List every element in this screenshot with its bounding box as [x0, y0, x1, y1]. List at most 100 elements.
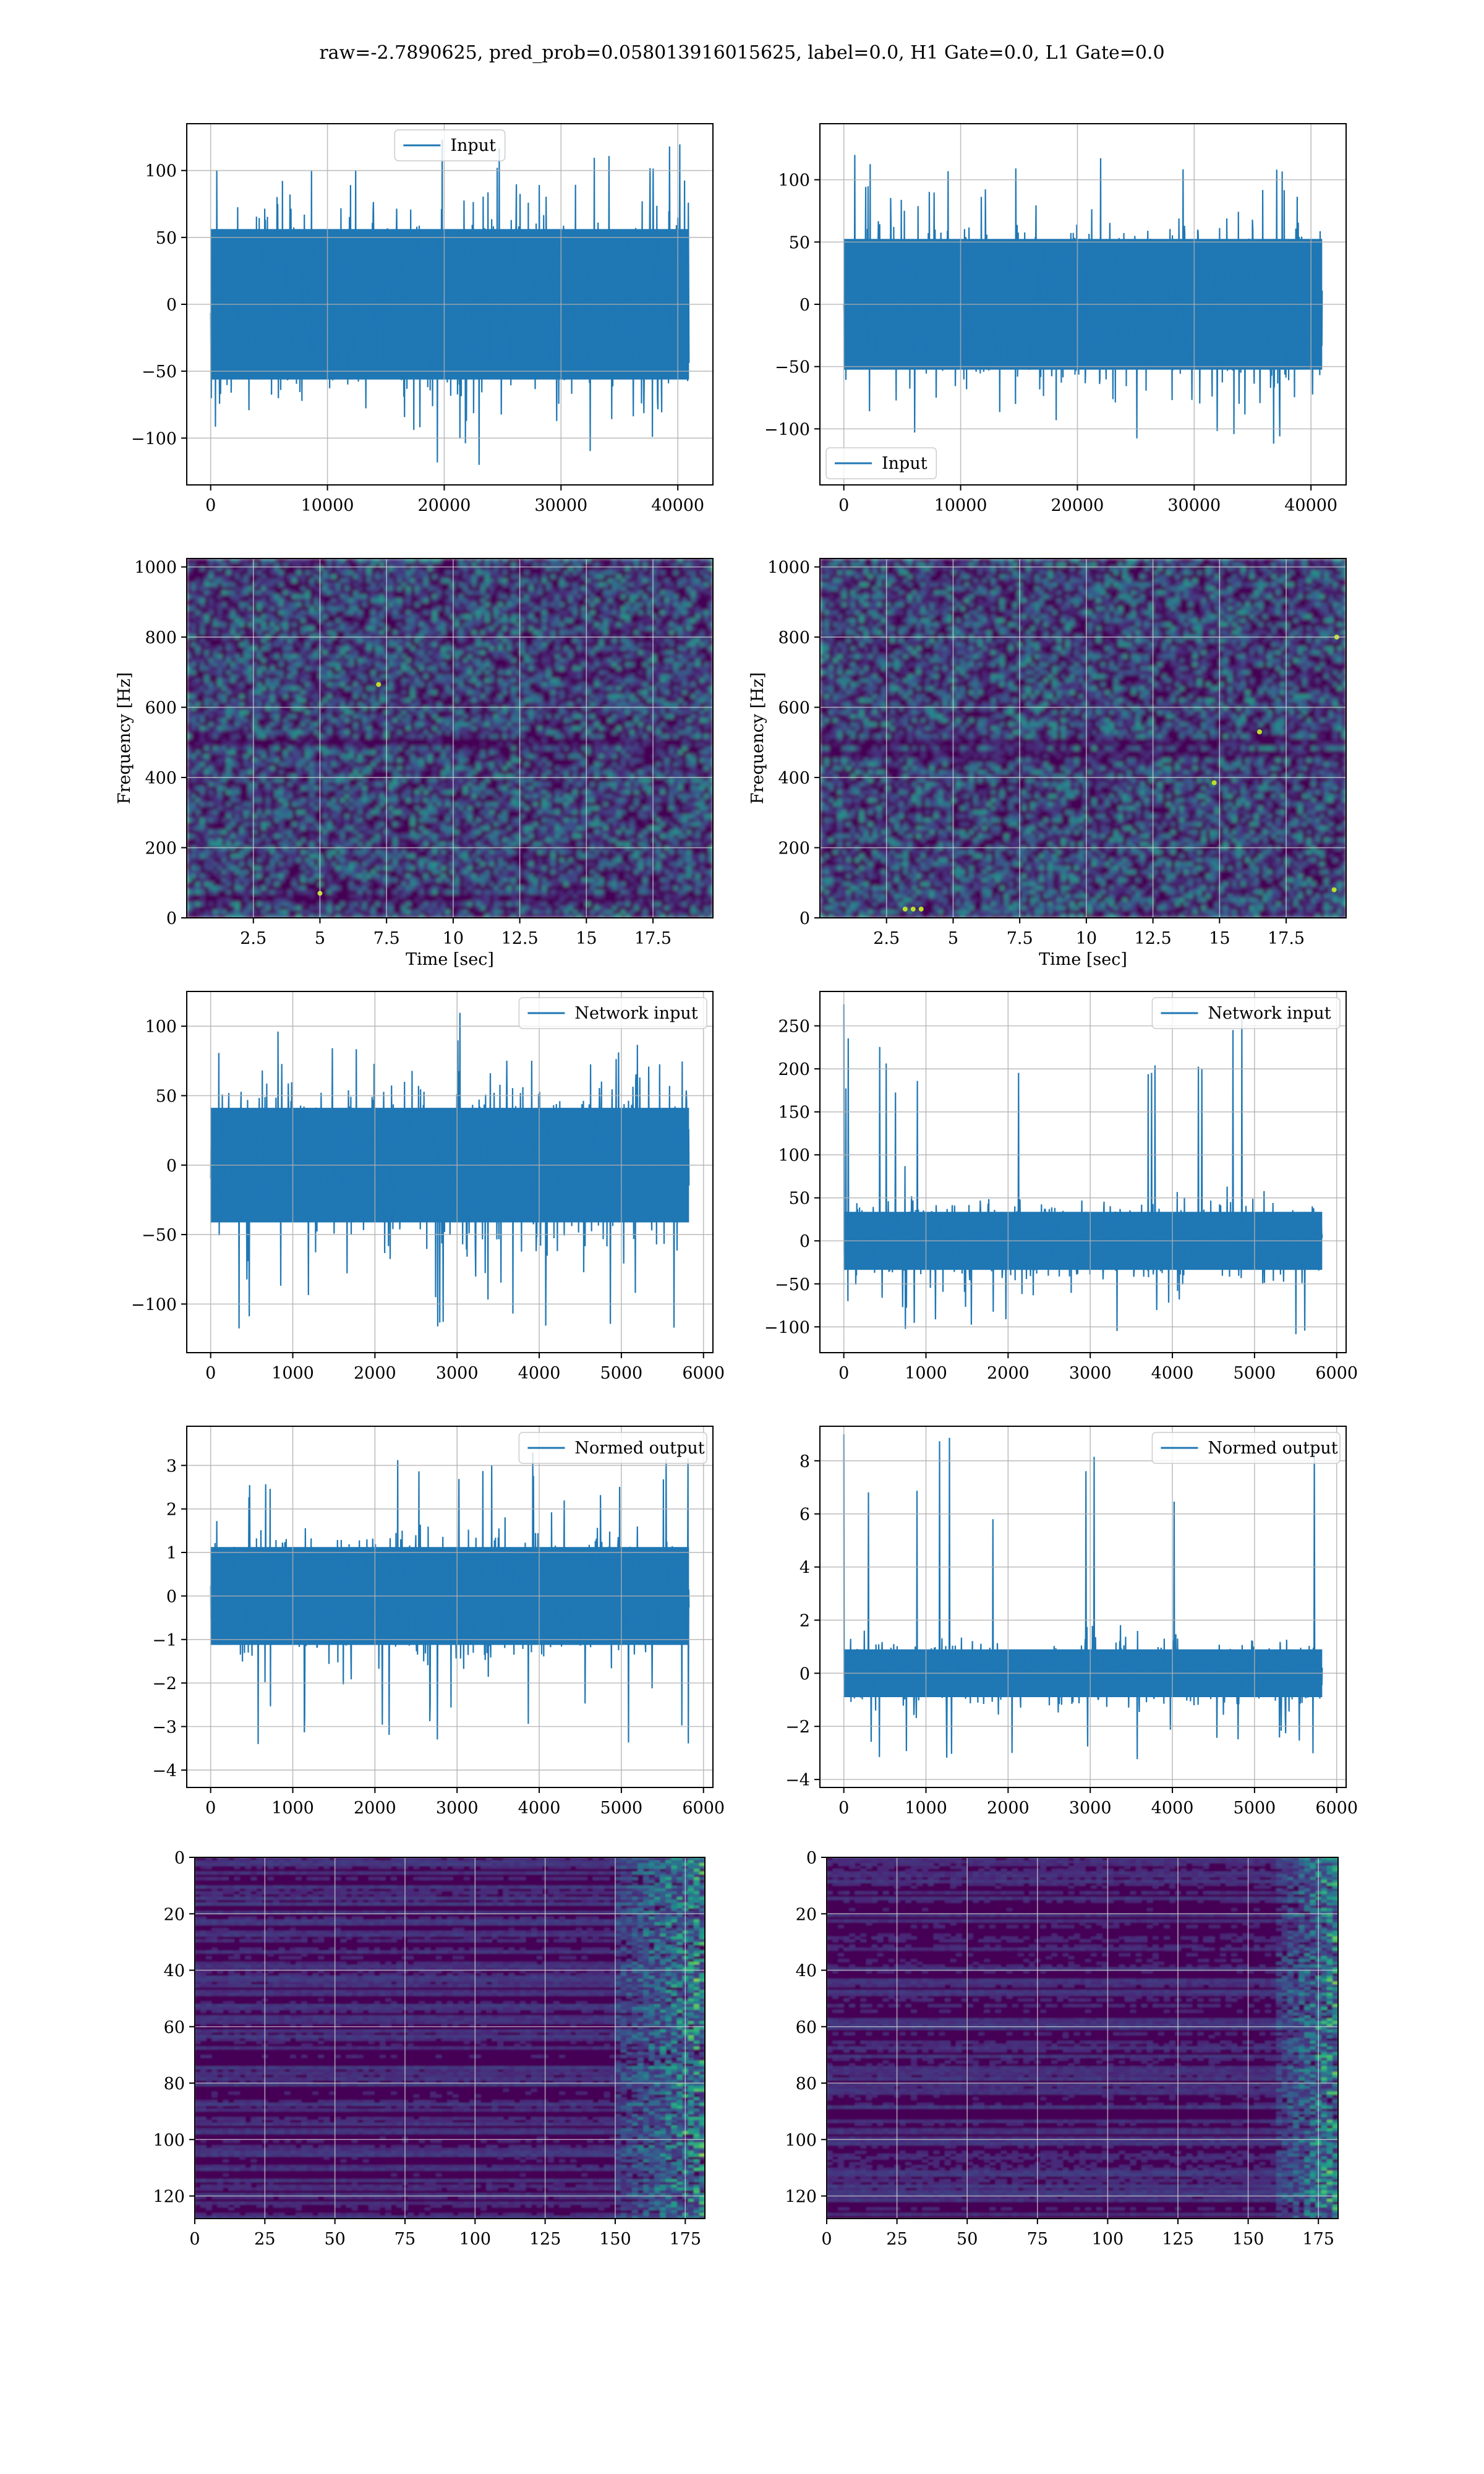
- x-tick-label: 7.5: [373, 929, 400, 948]
- y-tick-label: −50: [142, 362, 177, 382]
- x-tick-label: 1000: [905, 1364, 947, 1383]
- y-tick-label: 100: [153, 2131, 185, 2150]
- bright-spot: [1256, 729, 1262, 735]
- y-tick-label: 3: [166, 1457, 177, 1476]
- y-tick-label: 50: [156, 1087, 177, 1106]
- legend-label: Input: [450, 136, 496, 155]
- y-tick-label: −50: [775, 1275, 810, 1295]
- series-line: [210, 1012, 690, 1329]
- y-tick-label: 20: [164, 1905, 185, 1924]
- chart-normed_h1: 0 1000 2000 3000 4000 5000 6000 −4 −3 −2 −1 0 1 2 3 Nor…: [152, 1426, 725, 1818]
- x-tick-label: 6000: [682, 1799, 725, 1818]
- y-tick-label: 100: [778, 171, 810, 190]
- y-tick-label: 8: [800, 1452, 810, 1471]
- chart-network_input_h1: 0 1000 2000 3000 4000 5000 6000 −100 −50 0 50 100 Ne…: [131, 991, 725, 1383]
- y-tick-label: 200: [778, 1060, 810, 1079]
- chart-network_input_l1: 0 1000 2000 3000 4000 5000 6000 −100 −50 0 50 100 15…: [764, 991, 1358, 1383]
- chart-input_h1: 0 10000 20000 30000 40000 −100 −50 0 50 100 Input: [131, 123, 714, 515]
- plot-area: [195, 1857, 705, 2219]
- x-tick-label: 40000: [651, 496, 704, 515]
- x-tick-label: 3000: [1069, 1364, 1112, 1383]
- x-tick-label: 25: [254, 2230, 275, 2249]
- bright-spot: [918, 906, 924, 912]
- x-tick-label: 10000: [934, 496, 987, 515]
- x-tick-label: 1000: [905, 1799, 947, 1818]
- x-tick-label: 3000: [436, 1364, 479, 1383]
- axes-frame: [819, 558, 1347, 918]
- legend: Normed output: [1151, 1432, 1341, 1464]
- legend-box: [1151, 1432, 1341, 1464]
- series-line: [210, 1452, 690, 1744]
- y-tick-label: 120: [785, 2188, 817, 2207]
- axes-frame: [194, 1857, 706, 2219]
- y-tick-label: 800: [778, 628, 810, 648]
- axes-frame: [819, 1426, 1347, 1788]
- x-tick-label: 6000: [1315, 1799, 1358, 1818]
- chart-normed_l1: 0 1000 2000 3000 4000 5000 6000 −4 −2 0 2 4 6 8 Normed…: [785, 1426, 1358, 1818]
- axes-frame: [826, 1857, 1339, 2219]
- y-tick-label: 80: [796, 2074, 817, 2094]
- y-tick-label: 600: [145, 699, 177, 718]
- x-tick-label: 75: [1027, 2230, 1048, 2249]
- y-tick-label: −3: [152, 1718, 177, 1737]
- y-tick-label: 50: [156, 229, 177, 248]
- x-tick-label: 40000: [1284, 496, 1337, 515]
- y-tick-label: −2: [785, 1718, 810, 1737]
- plot-area: [210, 139, 690, 465]
- chart-spec_l1: 2.5 5 7.5 10 12.5 15 17.5 0 200 400 600 800 1000 Time…: [748, 558, 1347, 969]
- x-tick-label: 0: [205, 1799, 216, 1818]
- y-tick-label: 150: [778, 1103, 810, 1123]
- y-tick-label: 40: [164, 1962, 185, 1981]
- x-tick-label: 4000: [518, 1799, 561, 1818]
- axes-frame: [186, 991, 714, 1353]
- legend: Input: [825, 447, 937, 479]
- x-tick-label: 2000: [987, 1799, 1030, 1818]
- x-tick-label: 17.5: [1268, 929, 1305, 948]
- y-axis-label: Frequency [Hz]: [748, 672, 767, 804]
- chart-features_l1: 0 25 50 75 100 125 150 175 0 20 40 60 80 100 120: [785, 1849, 1339, 2249]
- y-tick-label: 2: [166, 1500, 177, 1520]
- y-tick-label: 100: [145, 1017, 177, 1037]
- x-tick-label: 4000: [518, 1364, 561, 1383]
- y-tick-label: 20: [796, 1905, 817, 1924]
- x-tick-label: 6000: [682, 1364, 725, 1383]
- x-tick-label: 0: [838, 1364, 849, 1383]
- y-tick-label: −100: [131, 1295, 177, 1314]
- y-tick-label: 100: [145, 162, 177, 181]
- y-tick-label: 400: [145, 769, 177, 788]
- x-tick-label: 100: [459, 2230, 492, 2249]
- plot-area: [843, 1434, 1323, 1760]
- y-tick-label: −50: [775, 358, 810, 377]
- x-tick-label: 20000: [1051, 496, 1104, 515]
- y-tick-label: 100: [785, 2131, 817, 2150]
- x-tick-label: 150: [599, 2230, 631, 2249]
- bright-spot: [902, 906, 908, 912]
- x-tick-label: 15: [1209, 929, 1230, 948]
- x-tick-label: 175: [1302, 2230, 1334, 2249]
- y-tick-label: −4: [785, 1771, 810, 1790]
- y-tick-label: 1: [166, 1544, 177, 1563]
- series-line: [843, 155, 1323, 444]
- x-tick-label: 2.5: [873, 929, 900, 948]
- heatmap-cells: [820, 559, 1346, 918]
- y-tick-label: 100: [778, 1146, 810, 1165]
- legend-label: Normed output: [574, 1439, 704, 1458]
- chart-input_l1: 0 10000 20000 30000 40000 −100 −50 0 50 100 Input: [764, 123, 1347, 515]
- bright-spot: [1211, 780, 1217, 785]
- legend-box: [1151, 997, 1341, 1029]
- x-tick-label: 20000: [417, 496, 471, 515]
- x-tick-label: 0: [205, 496, 216, 515]
- y-tick-label: 6: [800, 1505, 810, 1525]
- y-tick-label: 1000: [134, 559, 177, 578]
- heatmap-cells: [827, 1857, 1338, 2219]
- legend-box: [825, 447, 937, 479]
- x-tick-label: 125: [529, 2230, 561, 2249]
- y-tick-label: 400: [778, 769, 810, 788]
- axes-frame: [186, 558, 714, 918]
- x-tick-label: 12.5: [1135, 929, 1172, 948]
- y-tick-label: 120: [153, 2188, 185, 2207]
- y-tick-label: 60: [164, 2018, 185, 2037]
- x-tick-label: 7.5: [1007, 929, 1033, 948]
- y-tick-label: 0: [166, 1587, 177, 1606]
